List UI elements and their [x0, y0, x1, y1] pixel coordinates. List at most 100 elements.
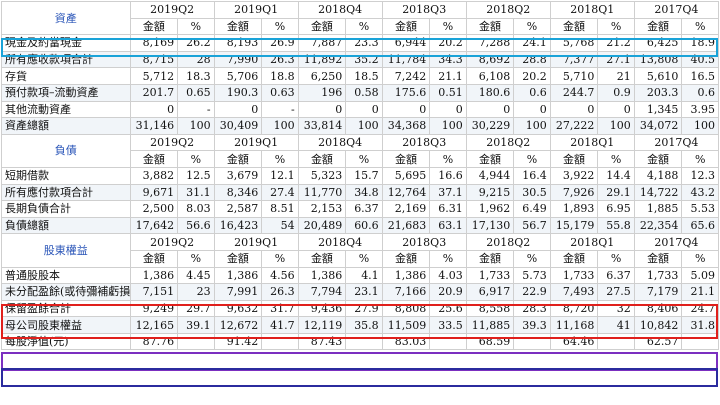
period-header: 2017Q4: [633, 1, 720, 19]
percent-cell: 18.9: [681, 34, 719, 52]
balance-sheet-table: 資產 2019Q2 2019Q1 2018Q4 2018Q3 2018Q2 2018Q1 20…: [1, 0, 720, 351]
percent-cell: 29.1: [597, 183, 635, 202]
amount-cell: 9,632: [213, 299, 263, 318]
percent-cell: 12.3: [681, 166, 719, 185]
amount-cell: 2,587: [213, 200, 263, 218]
amount-cell: 1,733: [549, 266, 599, 285]
percent-cell: 22.9: [513, 283, 551, 301]
percent-cell: [513, 332, 551, 351]
percent-cell: 8.51: [261, 200, 299, 218]
percent-cell: 21.1: [681, 283, 719, 301]
percent-cell: 6.37: [597, 266, 635, 285]
period-header: 2018Q3: [381, 1, 467, 19]
amount-cell: 244.7: [549, 83, 599, 102]
percent-header: %: [429, 249, 467, 268]
percent-header: %: [345, 150, 383, 168]
period-header: 2018Q4: [297, 133, 383, 152]
amount-cell: 5,695: [381, 166, 431, 185]
amount-header: 金額: [465, 249, 515, 268]
row-label: 所有應收款項合計: [1, 50, 131, 69]
percent-cell: 20.2: [429, 34, 467, 52]
amount-cell: 0: [465, 100, 515, 119]
amount-cell: 190.3: [213, 83, 263, 102]
percent-cell: [177, 332, 215, 351]
period-header: 2019Q2: [129, 1, 215, 19]
amount-cell: 175.6: [381, 83, 431, 102]
amount-cell: 4,188: [633, 166, 683, 185]
percent-cell: 43.2: [681, 183, 719, 202]
percent-header: %: [177, 17, 215, 36]
table-row: 母公司股東權益 12,165 39.1 12,672 41.7 12,119 35.8 11,…: [1, 316, 719, 334]
percent-cell: 16.6: [429, 166, 467, 185]
period-header: 2018Q1: [549, 1, 635, 19]
row-label: 普通股股本: [1, 266, 131, 285]
percent-cell: 6.49: [513, 200, 551, 218]
table-row: 存貨 5,712 18.3 5,706 18.8 6,250 18.5 7,242 21.1 6,…: [1, 67, 719, 85]
percent-cell: 23.1: [345, 283, 383, 301]
amount-cell: 10,842: [633, 316, 683, 334]
table-row: 資產總額 31,146 100 30,409 100 33,814 100 34,368 100…: [1, 117, 719, 135]
percent-cell: 12.1: [261, 166, 299, 185]
amount-header: 金額: [297, 17, 347, 36]
amount-cell: 7,991: [213, 283, 263, 301]
amount-cell: 6,917: [465, 283, 515, 301]
amount-cell: 15,179: [549, 216, 599, 235]
amount-header: 金額: [213, 249, 263, 268]
percent-header: %: [345, 17, 383, 36]
amount-cell: 8,346: [213, 183, 263, 202]
period-header: 2018Q4: [297, 1, 383, 19]
amount-cell: 7,794: [297, 283, 347, 301]
amount-header: 金額: [297, 249, 347, 268]
percent-cell: 0.9: [597, 83, 635, 102]
amount-cell: 9,436: [297, 299, 347, 318]
percent-header: %: [429, 150, 467, 168]
amount-cell: 201.7: [129, 83, 179, 102]
table-row: 預付款項–流動資產 201.7 0.65 190.3 0.63 196 0.58 175.6 0…: [1, 83, 719, 102]
amount-cell: 8,406: [633, 299, 683, 318]
percent-cell: 27.1: [597, 50, 635, 69]
amount-cell: 1,733: [465, 266, 515, 285]
percent-header: %: [513, 17, 551, 36]
percent-cell: 4.1: [345, 266, 383, 285]
percent-header: %: [261, 150, 299, 168]
amount-header: 金額: [129, 17, 179, 36]
amount-cell: 1,893: [549, 200, 599, 218]
percent-cell: 34.8: [345, 183, 383, 202]
percent-cell: 100: [177, 117, 215, 135]
amount-cell: 68.59: [465, 332, 515, 351]
amount-cell: 7,377: [549, 50, 599, 69]
percent-cell: 27.9: [345, 299, 383, 318]
table-row: 其他流動資產 0-0-0 0 0 0 0 0 0 0 1,345 3.95: [1, 100, 719, 119]
percent-cell: 23: [177, 283, 215, 301]
amount-cell: 8,720: [549, 299, 599, 318]
amount-cell: 7,242: [381, 67, 431, 85]
liabilities-section-title: 負債: [1, 133, 131, 168]
percent-cell: 28.3: [513, 299, 551, 318]
percent-cell: 6.95: [597, 200, 635, 218]
percent-cell: 100: [429, 117, 467, 135]
percent-cell: [261, 332, 299, 351]
amount-cell: 8,169: [129, 34, 179, 52]
percent-cell: 41.7: [261, 316, 299, 334]
amount-cell: 196: [297, 83, 347, 102]
period-header: 2018Q3: [381, 233, 467, 251]
amount-header: 金額: [129, 150, 179, 168]
amount-cell: 20,489: [297, 216, 347, 235]
percent-cell: 56.7: [513, 216, 551, 235]
parent-equity-highlight-box: [1, 352, 718, 371]
amount-cell: 8,558: [465, 299, 515, 318]
amount-header: 金額: [465, 150, 515, 168]
amount-cell: 4,944: [465, 166, 515, 185]
row-label: 母公司股東權益: [1, 316, 131, 334]
percent-cell: 26.9: [261, 34, 299, 52]
amount-cell: 34,368: [381, 117, 431, 135]
percent-cell: 65.6: [681, 216, 719, 235]
amount-cell: 5,710: [549, 67, 599, 85]
percent-header: %: [681, 17, 719, 36]
amount-cell: 203.3: [633, 83, 683, 102]
percent-cell: 28: [177, 50, 215, 69]
percent-cell: 0.6: [513, 83, 551, 102]
percent-header: %: [261, 17, 299, 36]
amount-cell: 1,962: [465, 200, 515, 218]
amount-cell: 3,922: [549, 166, 599, 185]
